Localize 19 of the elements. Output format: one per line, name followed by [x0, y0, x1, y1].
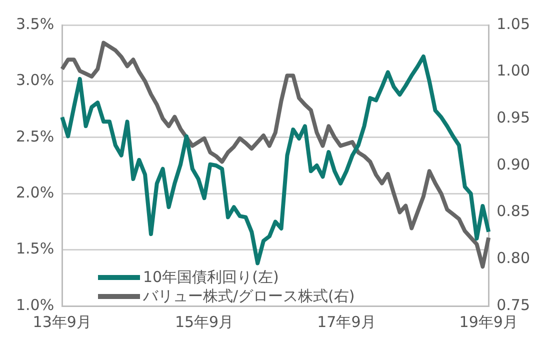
- y2-tick-label: 0.95: [496, 108, 530, 127]
- y2-tick-label: 0.90: [496, 155, 530, 174]
- y-tick-label: 3.5%: [16, 14, 54, 33]
- x-tick-label: 17年9月: [317, 312, 376, 331]
- y-tick-label: 3.0%: [16, 71, 54, 90]
- y-tick-label: 1.5%: [16, 240, 54, 258]
- y2-tick-label: 0.80: [496, 249, 530, 268]
- y2-tick-label: 0.75: [496, 296, 530, 314]
- y-tick-label: 2.5%: [16, 127, 54, 146]
- y-tick-label: 1.0%: [16, 296, 54, 314]
- legend-label: 10年国債利回り(左): [143, 268, 279, 287]
- x-tick-label: 13年9月: [32, 312, 92, 331]
- y-tick-label: 2.0%: [16, 183, 54, 202]
- x-tick-label: 19年9月: [459, 312, 518, 331]
- y2-tick-label: 1.05: [496, 14, 530, 33]
- legend-label: バリュー株式/グロース株式(右): [143, 287, 355, 306]
- y2-tick-label: 0.85: [496, 202, 530, 220]
- x-tick-label: 15年9月: [174, 312, 234, 331]
- y2-tick-label: 1.00: [496, 62, 530, 80]
